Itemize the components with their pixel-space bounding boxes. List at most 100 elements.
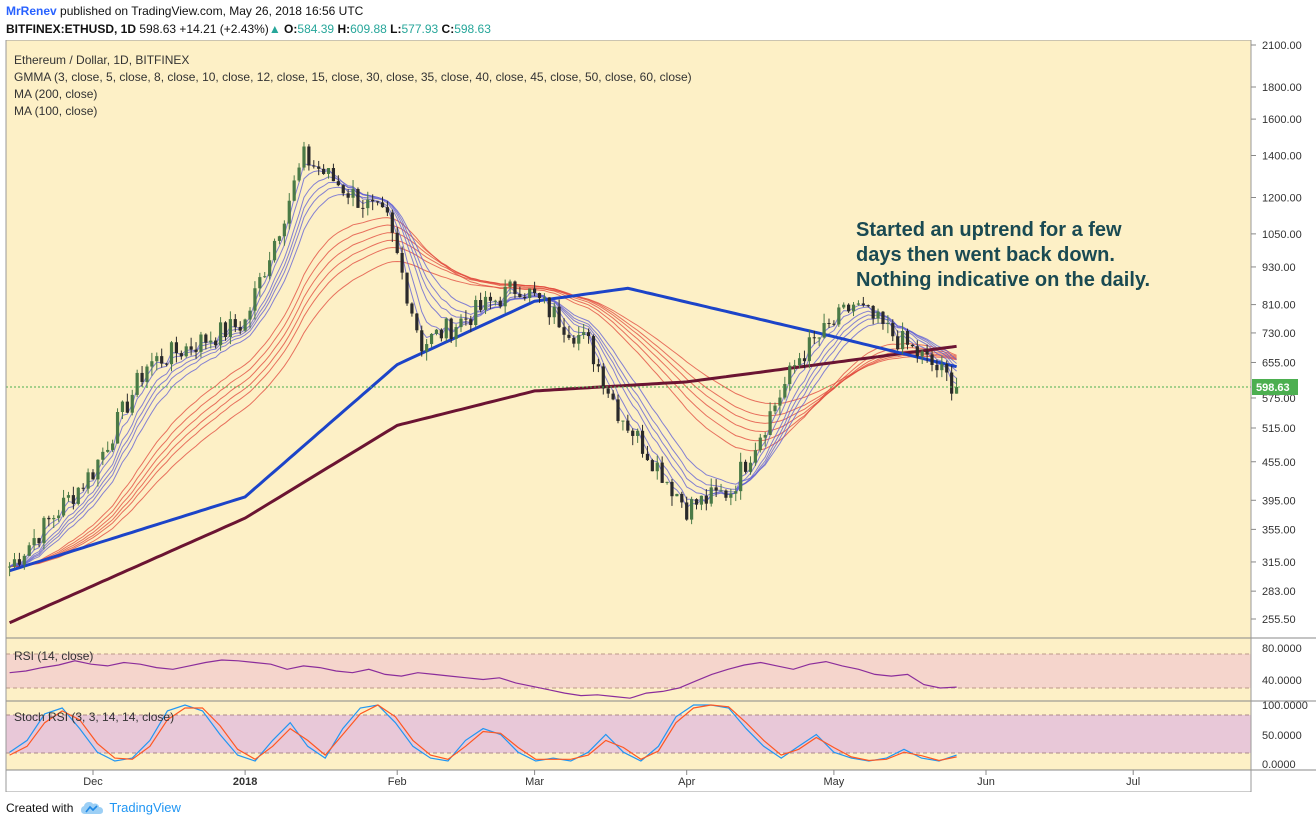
candle bbox=[169, 342, 174, 365]
candle bbox=[307, 146, 311, 166]
candle bbox=[71, 495, 75, 504]
y-tick-label: 315.00 bbox=[1262, 557, 1296, 569]
candle bbox=[763, 435, 767, 438]
price-chart[interactable]: 2100.00 1800.00 1600.00 1400.00 1200.00 1050.… bbox=[0, 40, 1316, 792]
candle bbox=[719, 490, 723, 492]
y-tick-label: 455.00 bbox=[1262, 457, 1296, 469]
candle bbox=[258, 277, 262, 289]
candle bbox=[91, 472, 95, 480]
y-tick-label: 575.00 bbox=[1262, 393, 1296, 405]
candle bbox=[400, 252, 404, 273]
candle bbox=[827, 323, 831, 325]
candle bbox=[380, 202, 385, 208]
candle bbox=[331, 168, 336, 182]
candle bbox=[12, 559, 17, 567]
candle bbox=[297, 167, 301, 181]
y-tick-label: 515.00 bbox=[1262, 423, 1296, 435]
candle bbox=[233, 319, 237, 327]
y-tick-label: 930.00 bbox=[1262, 262, 1296, 274]
candle bbox=[645, 453, 650, 461]
candle bbox=[81, 487, 85, 489]
high-label: H: bbox=[337, 22, 351, 36]
candle bbox=[66, 495, 71, 498]
candle bbox=[410, 303, 414, 314]
annotation-line-3: Nothing indicative on the daily. bbox=[856, 269, 1150, 291]
candle bbox=[797, 358, 802, 366]
candle bbox=[174, 342, 179, 354]
candle bbox=[385, 207, 389, 213]
candle bbox=[783, 384, 787, 398]
open-label: O: bbox=[284, 22, 298, 36]
candle bbox=[469, 319, 473, 326]
candle bbox=[57, 515, 61, 518]
candle bbox=[179, 353, 183, 357]
candle bbox=[837, 307, 841, 325]
y-tick-label: 1200.00 bbox=[1262, 192, 1302, 204]
candle bbox=[748, 462, 753, 472]
last-price: 598.63 bbox=[139, 22, 177, 36]
candle bbox=[636, 430, 640, 436]
candle bbox=[214, 340, 218, 346]
candle bbox=[709, 487, 713, 504]
candle bbox=[871, 305, 875, 319]
chart-frame bbox=[5, 40, 1252, 792]
footer: Created with TradingView bbox=[6, 800, 181, 815]
tradingview-brand: TradingView bbox=[109, 800, 181, 815]
y-tick-label: 395.00 bbox=[1262, 495, 1296, 507]
candle bbox=[876, 311, 880, 319]
candle bbox=[596, 364, 600, 367]
annotation-text: Started an uptrend for a few days then w… bbox=[856, 219, 1150, 291]
candle bbox=[199, 334, 203, 352]
candle bbox=[326, 168, 331, 174]
y-tick-label: 1400.00 bbox=[1262, 150, 1302, 162]
candle bbox=[537, 293, 542, 299]
y-tick-label: 2100.00 bbox=[1262, 40, 1302, 52]
candle bbox=[572, 337, 576, 344]
candle bbox=[768, 411, 772, 436]
candle bbox=[822, 323, 826, 338]
y-tick-label: 730.00 bbox=[1262, 328, 1296, 340]
gmma-short-line bbox=[9, 193, 957, 567]
candle bbox=[27, 545, 31, 556]
y-tick-label: 655.00 bbox=[1262, 357, 1296, 369]
y-tick-label: 810.00 bbox=[1262, 300, 1296, 312]
candle bbox=[532, 288, 537, 294]
candle bbox=[621, 420, 625, 422]
tradingview-logo[interactable]: TradingView bbox=[81, 800, 181, 815]
candle bbox=[591, 336, 596, 365]
x-tick-label: Feb bbox=[388, 776, 407, 788]
candle bbox=[552, 306, 556, 318]
candle bbox=[582, 332, 586, 335]
candle bbox=[184, 346, 188, 357]
candle bbox=[238, 326, 242, 331]
stoch-band bbox=[6, 715, 1251, 753]
last-price-tag bbox=[1252, 378, 1298, 395]
open-value: 584.39 bbox=[297, 22, 335, 36]
stoch-tick-50: 50.0000 bbox=[1262, 730, 1302, 742]
x-tick-label: Apr bbox=[678, 776, 695, 788]
stoch-d-line bbox=[9, 704, 957, 762]
candle bbox=[493, 300, 497, 302]
candle bbox=[758, 437, 762, 451]
candle bbox=[734, 491, 738, 494]
candle bbox=[685, 502, 689, 520]
candle bbox=[434, 329, 439, 334]
candle bbox=[665, 481, 669, 483]
candle bbox=[856, 303, 861, 305]
candle bbox=[793, 365, 797, 367]
author-name[interactable]: MrRenev bbox=[6, 4, 57, 18]
candle bbox=[312, 165, 316, 167]
y-tick-label: 255.50 bbox=[1262, 614, 1296, 626]
candle bbox=[52, 517, 56, 520]
low-value: 577.93 bbox=[401, 22, 439, 36]
candle bbox=[37, 538, 41, 544]
candle bbox=[660, 462, 664, 483]
candle bbox=[464, 318, 468, 320]
x-tick-label: 2018 bbox=[233, 776, 257, 788]
candle bbox=[498, 300, 502, 307]
candle bbox=[812, 337, 816, 339]
candle bbox=[655, 462, 659, 472]
rsi-tick-80: 80.0000 bbox=[1262, 643, 1302, 655]
legend-title: Ethereum / Dollar, 1D, BITFINEX bbox=[14, 53, 189, 67]
candle bbox=[606, 388, 610, 394]
